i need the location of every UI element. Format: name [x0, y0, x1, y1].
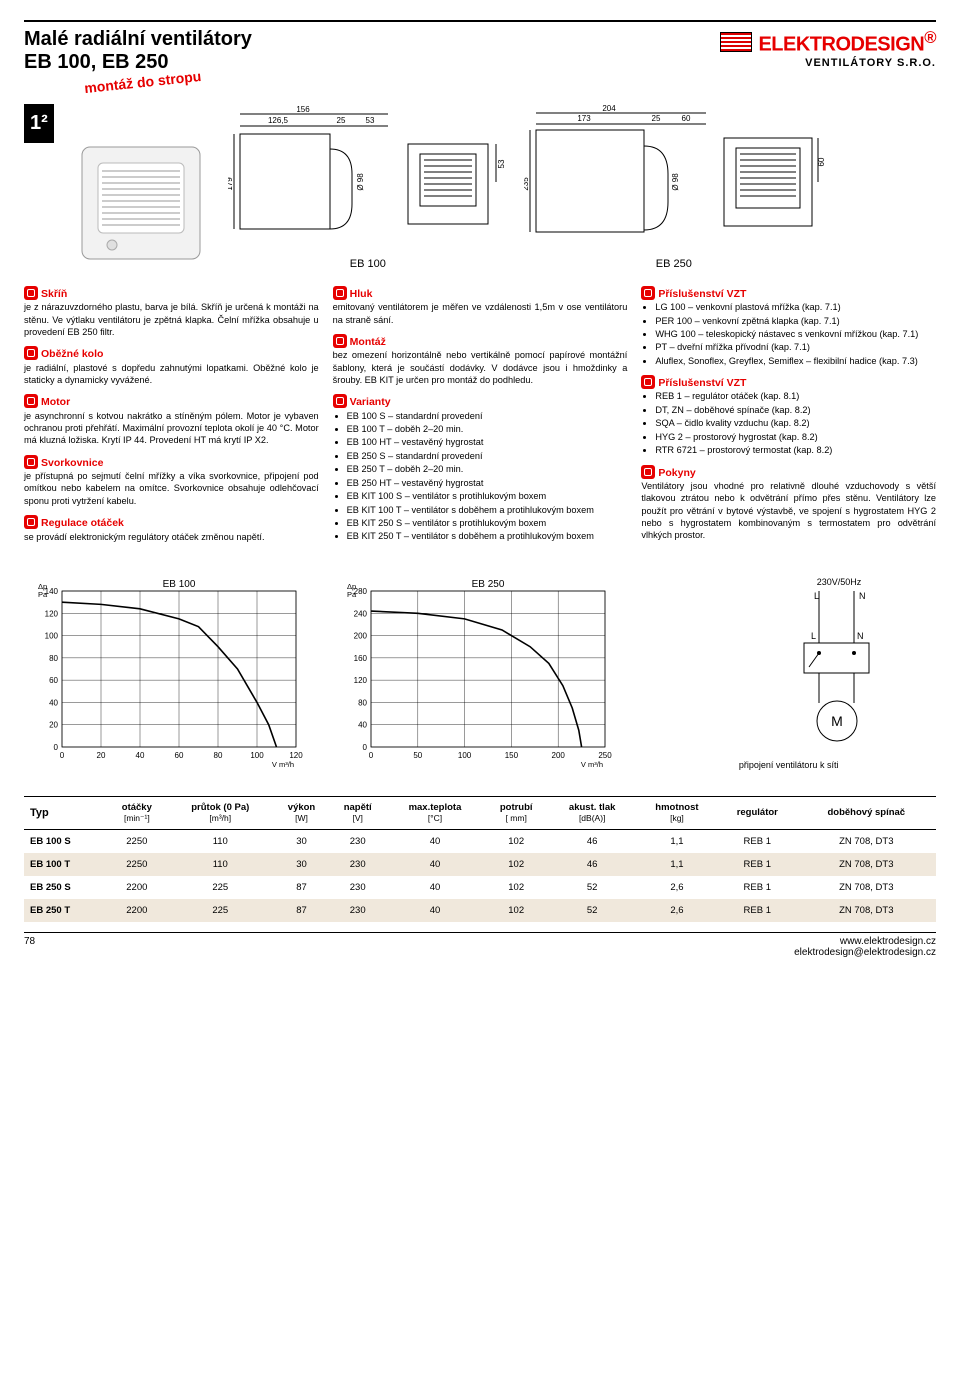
- svg-text:235: 235: [524, 177, 530, 191]
- svg-text:80: 80: [214, 751, 223, 760]
- chart-eb250: 05010015020025004080120160200240280ΔpPaV…: [333, 573, 628, 776]
- svg-text:120: 120: [45, 609, 59, 618]
- header: Malé radiální ventilátory EB 100, EB 250…: [24, 20, 936, 74]
- svg-text:53: 53: [365, 116, 374, 125]
- svg-text:60: 60: [681, 114, 690, 123]
- svg-text:0: 0: [54, 743, 59, 752]
- svg-text:160: 160: [353, 654, 367, 663]
- svg-text:173: 173: [577, 114, 591, 123]
- svg-text:M: M: [831, 713, 843, 729]
- page-number: 78: [24, 936, 35, 958]
- product-photo-eb100: [72, 135, 212, 270]
- svg-text:N: N: [857, 631, 864, 641]
- dimension-drawings: 126,5 25 53 156 Ø 98 179 53 EB 100: [72, 104, 936, 270]
- svg-text:0: 0: [60, 751, 65, 760]
- svg-text:80: 80: [49, 654, 58, 663]
- footer-url: www.elektrodesign.cz: [794, 936, 936, 947]
- brand-logo: ELEKTRODESIGN® VENTILÁTORY S.R.O.: [720, 28, 936, 69]
- svg-text:120: 120: [289, 751, 303, 760]
- title-line-2: EB 100, EB 250: [24, 51, 252, 74]
- svg-text:ΔpPa: ΔpPa: [347, 582, 357, 599]
- svg-text:25: 25: [651, 114, 660, 123]
- svg-text:80: 80: [358, 698, 367, 707]
- logo-icon: [720, 32, 752, 52]
- hint-icon: [641, 465, 655, 479]
- title-line-1: Malé radiální ventilátory: [24, 28, 252, 51]
- mount-icon: [333, 334, 347, 348]
- svg-text:Ø 98: Ø 98: [671, 173, 680, 191]
- svg-text:20: 20: [49, 721, 58, 730]
- page-footer: 78 www.elektrodesign.cz elektrodesign@el…: [24, 932, 936, 958]
- fig-label-eb100: EB 100: [228, 258, 508, 270]
- svg-text:EB 250: EB 250: [471, 579, 504, 590]
- footer-email: elektrodesign@elektrodesign.cz: [794, 947, 936, 958]
- svg-text:150: 150: [504, 751, 518, 760]
- column-1: Skříňje z nárazuvzdorného plastu, barva …: [24, 286, 319, 551]
- svg-text:179: 179: [228, 177, 234, 191]
- svg-text:40: 40: [358, 721, 367, 730]
- column-3: Příslušenství VZT LG 100 – venkovní plas…: [641, 286, 936, 551]
- svg-text:V m³/h: V m³/h: [581, 760, 603, 769]
- svg-text:60: 60: [817, 157, 824, 166]
- svg-text:53: 53: [497, 159, 506, 168]
- svg-text:156: 156: [296, 105, 310, 114]
- svg-text:120: 120: [353, 676, 367, 685]
- box-icon: [24, 286, 38, 300]
- variant-list: EB 100 S – standardní provedeníEB 100 T …: [333, 410, 628, 543]
- chapter-badge: 1²: [24, 104, 54, 143]
- svg-text:250: 250: [598, 751, 612, 760]
- accessory-icon-2: [641, 375, 655, 389]
- svg-text:230V/50Hz: 230V/50Hz: [816, 577, 861, 587]
- speed-icon: [24, 515, 38, 529]
- svg-text:60: 60: [175, 751, 184, 760]
- wiring-caption: připojení ventilátoru k síti: [641, 760, 936, 770]
- svg-text:100: 100: [250, 751, 264, 760]
- noise-icon: [333, 286, 347, 300]
- svg-text:20: 20: [97, 751, 106, 760]
- svg-text:240: 240: [353, 609, 367, 618]
- fig-label-eb250: EB 250: [524, 258, 824, 270]
- spec-table: Typotáčky[min⁻¹]průtok (0 Pa)[m³/h]výkon…: [24, 796, 936, 922]
- motor-icon: [24, 394, 38, 408]
- svg-text:100: 100: [458, 751, 472, 760]
- svg-text:60: 60: [49, 676, 58, 685]
- fan-icon: [24, 346, 38, 360]
- column-2: Hlukemitovaný ventilátorem je měřen ve v…: [333, 286, 628, 551]
- variants-icon: [333, 394, 347, 408]
- svg-text:126,5: 126,5: [268, 116, 289, 125]
- svg-text:Ø 98: Ø 98: [356, 173, 365, 191]
- svg-text:204: 204: [602, 104, 616, 113]
- svg-text:40: 40: [49, 698, 58, 707]
- svg-text:N: N: [859, 591, 866, 601]
- svg-text:100: 100: [45, 631, 59, 640]
- svg-text:0: 0: [362, 743, 367, 752]
- svg-text:ΔpPa: ΔpPa: [38, 582, 48, 599]
- svg-text:50: 50: [413, 751, 422, 760]
- dim-drawing-eb250: 173 25 60 204 Ø 98 235 60 EB 250: [524, 104, 824, 270]
- svg-text:V m³/h: V m³/h: [272, 760, 294, 769]
- dim-drawing-eb100: 126,5 25 53 156 Ø 98 179 53 EB 100: [228, 104, 508, 270]
- accessory-icon: [641, 286, 655, 300]
- svg-text:200: 200: [353, 631, 367, 640]
- svg-text:L: L: [811, 631, 816, 641]
- svg-text:200: 200: [551, 751, 565, 760]
- svg-text:0: 0: [368, 751, 373, 760]
- terminal-icon: [24, 455, 38, 469]
- brand-sub: VENTILÁTORY S.R.O.: [720, 57, 936, 69]
- svg-text:EB 100: EB 100: [163, 579, 196, 590]
- svg-text:40: 40: [136, 751, 145, 760]
- wiring-diagram: 230V/50Hz L N L N M připojení ventilátoru…: [641, 573, 936, 770]
- chart-eb100: 020406080100120020406080100120140ΔpPaV m…: [24, 573, 319, 776]
- svg-text:25: 25: [336, 116, 345, 125]
- svg-text:L: L: [814, 591, 819, 601]
